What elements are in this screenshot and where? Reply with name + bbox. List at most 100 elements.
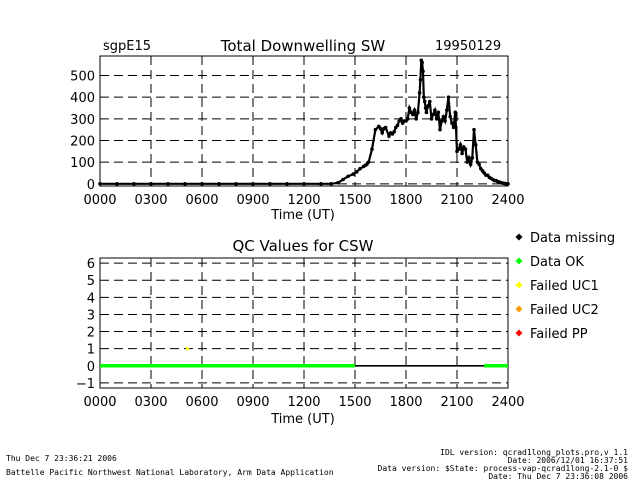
top-x-ticks: 0000 0300 0600 0900 1200 1500 1800 2100 2400 xyxy=(83,193,524,208)
top-y-tick-label: 400 xyxy=(70,91,95,106)
top-data-point xyxy=(441,114,446,119)
bottom-x-tick-label: 0900 xyxy=(236,395,269,410)
top-data-point xyxy=(445,108,449,112)
bottom-y-tick-label: 1 xyxy=(87,343,95,358)
legend-marker xyxy=(515,257,523,265)
legend-item: Data missing xyxy=(515,231,615,246)
top-data-point xyxy=(448,114,453,119)
top-plot-frame xyxy=(99,55,509,187)
top-data-point xyxy=(329,182,334,186)
top-data-point xyxy=(439,119,444,123)
legend-label: Failed UC1 xyxy=(530,279,599,294)
top-data-point xyxy=(358,166,362,171)
top-x-tick-label: 0600 xyxy=(185,193,218,208)
legend-item: Data OK xyxy=(515,255,584,270)
top-data-point xyxy=(336,180,340,185)
bottom-x-ticks: 0000 0300 0600 0900 1200 1500 1800 2100 2400 xyxy=(83,395,524,410)
top-data-point xyxy=(302,182,306,186)
top-data-point xyxy=(436,110,441,115)
site-label: sgpE15 xyxy=(103,39,151,54)
legend-marker xyxy=(515,305,523,313)
top-data-point xyxy=(468,162,473,167)
bottom-chart-title: QC Values for CSW xyxy=(232,237,373,255)
top-data-point xyxy=(429,117,434,121)
top-data-point xyxy=(251,182,255,186)
top-grid xyxy=(100,56,508,186)
top-data-point xyxy=(378,126,383,131)
top-data-point xyxy=(473,143,478,147)
top-data-point xyxy=(433,108,437,112)
top-data-point xyxy=(421,69,425,73)
bottom-x-tick-label: 1500 xyxy=(338,395,371,410)
top-x-tick-label: 0300 xyxy=(134,193,167,208)
legend-label: Data OK xyxy=(530,255,584,270)
top-x-tick-label: 2100 xyxy=(440,193,473,208)
legend-item: Failed UC1 xyxy=(515,279,599,294)
legend-marker xyxy=(515,281,523,289)
top-data-point xyxy=(149,182,153,186)
bottom-x-tick-label: 1200 xyxy=(287,395,320,410)
top-data-point xyxy=(477,162,481,167)
top-y-tick-label: 100 xyxy=(70,156,95,171)
top-data-point xyxy=(399,117,403,121)
top-data-point xyxy=(412,108,417,112)
bottom-plot: −1 0 1 2 3 4 5 6 0000 0300 0600 0900 1200 1500 1800 21… xyxy=(76,257,525,410)
top-data-point xyxy=(424,110,429,115)
top-data-point xyxy=(414,117,419,121)
footer-data-date: Date: Thu Dec 7 23:36:08 2006 xyxy=(488,472,628,480)
top-y-ticks: 0 100 200 300 400 500 xyxy=(70,70,95,193)
top-data-point xyxy=(451,125,456,130)
legend-label: Failed PP xyxy=(530,327,588,342)
top-data-point xyxy=(467,156,471,160)
top-data-point xyxy=(346,174,351,179)
top-data-point xyxy=(405,117,410,121)
bottom-x-tick-label: 0300 xyxy=(134,395,167,410)
top-y-tick-label: 200 xyxy=(70,135,95,150)
top-data-point xyxy=(234,182,238,186)
top-data-point xyxy=(450,121,454,125)
top-data-point xyxy=(132,182,136,186)
top-data-point xyxy=(387,134,391,138)
top-data-point xyxy=(183,182,187,186)
bottom-x-tick-label: 1800 xyxy=(389,395,422,410)
legend: Data missing Data OK Failed UC1 Failed UC2 F… xyxy=(515,231,615,342)
footer-organization: Battelle Pacific Northwest National Labo… xyxy=(6,468,334,477)
top-data-point xyxy=(422,99,427,104)
top-data-point xyxy=(285,182,289,186)
top-x-tick-label: 0900 xyxy=(236,193,269,208)
top-data-point xyxy=(351,172,356,176)
top-data-point xyxy=(407,106,412,110)
top-x-tick-label: 1200 xyxy=(287,193,320,208)
top-data-point xyxy=(426,104,430,108)
legend-marker xyxy=(515,233,523,241)
top-data-point xyxy=(420,60,424,65)
bottom-y-tick-label: 6 xyxy=(87,257,95,272)
bottom-plot-frame xyxy=(99,257,509,389)
top-data-point xyxy=(98,182,102,186)
bottom-y-tick-label: −1 xyxy=(76,377,95,392)
top-data-point xyxy=(422,95,426,99)
top-data-point xyxy=(411,112,415,117)
top-data-point xyxy=(423,106,428,110)
bottom-y-tick-label: 0 xyxy=(87,360,95,375)
footer-idl-date: Date: 2006/12/01 16:37:51 xyxy=(508,456,629,465)
top-series xyxy=(98,58,510,186)
bottom-x-axis-label: Time (UT) xyxy=(270,412,335,427)
bottom-x-tick-label: 0600 xyxy=(185,395,218,410)
top-data-point xyxy=(428,99,432,104)
top-data-point xyxy=(115,182,119,186)
top-data-point xyxy=(366,160,371,164)
top-data-point xyxy=(373,127,378,132)
footer-idl-version: IDL version: qcrad1long_plots.pro,v 1.1 xyxy=(440,448,628,457)
top-y-tick-label: 0 xyxy=(87,178,95,193)
top-data-point xyxy=(200,182,204,186)
legend-label: Data missing xyxy=(530,231,615,246)
top-x-tick-label: 0000 xyxy=(83,193,116,208)
top-data-point xyxy=(506,182,510,186)
top-data-point xyxy=(431,112,436,117)
top-data-point xyxy=(458,143,463,147)
top-data-point xyxy=(217,182,221,186)
bottom-y-tick-label: 5 xyxy=(87,274,95,289)
top-chart-title: Total Downwelling SW xyxy=(220,37,386,55)
